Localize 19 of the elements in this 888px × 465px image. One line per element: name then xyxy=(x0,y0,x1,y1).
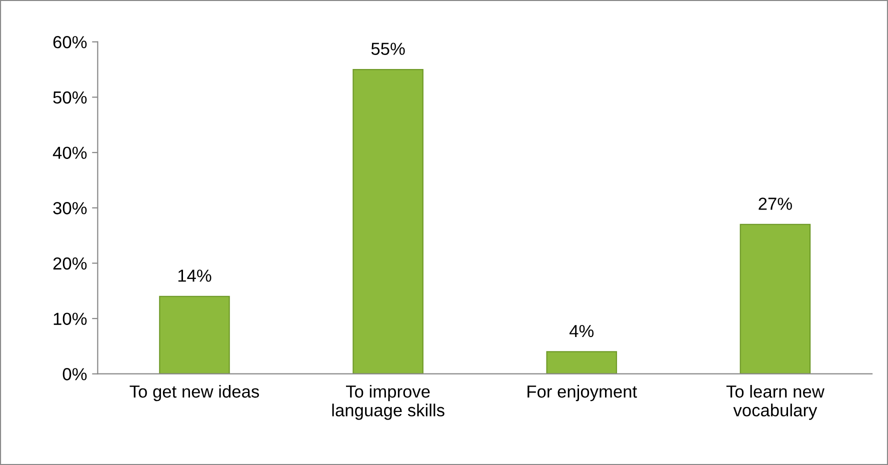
data-label: 4% xyxy=(569,324,594,338)
bar xyxy=(159,296,230,374)
y-tick-label: 10% xyxy=(54,312,87,325)
data-label: 55% xyxy=(371,42,405,55)
bar xyxy=(352,68,424,374)
y-tick-label: 20% xyxy=(53,257,87,270)
y-tick-label: 50% xyxy=(53,91,87,104)
data-label: 27% xyxy=(758,198,792,210)
bar xyxy=(740,224,811,374)
y-tick-label: 60% xyxy=(53,36,87,48)
x-tick-label: For enjoyment xyxy=(528,384,637,402)
y-tick-label: 40% xyxy=(52,146,87,159)
data-label: 14% xyxy=(178,270,212,282)
x-tick-label: To get new ideas xyxy=(130,384,259,402)
y-tick-label: 30% xyxy=(53,202,87,214)
bar xyxy=(546,351,618,374)
x-tick-label: To improve language skills xyxy=(332,384,444,420)
x-tick-label: To learn new vocabulary xyxy=(726,384,824,420)
y-tick-label: 0% xyxy=(62,368,87,380)
